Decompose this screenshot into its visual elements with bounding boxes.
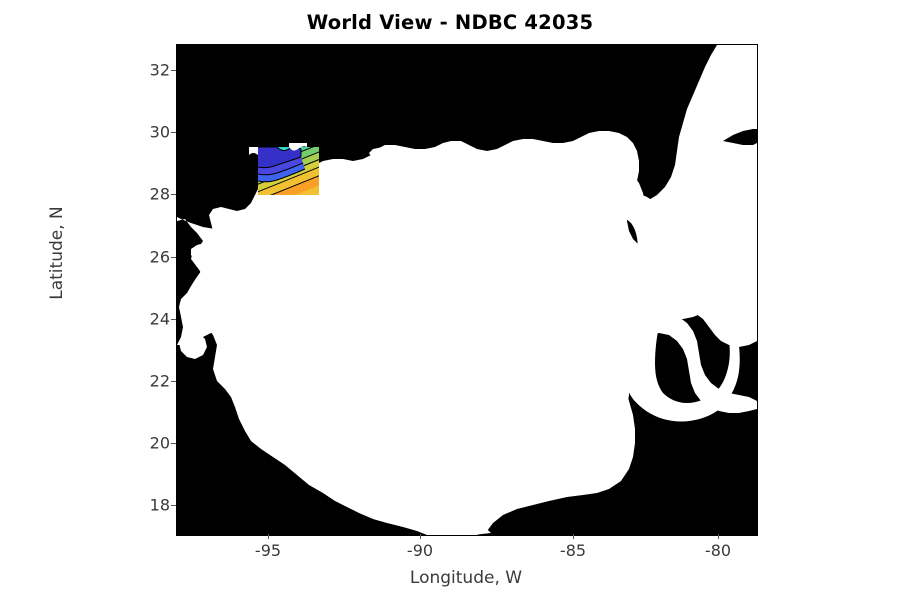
y-axis-label: Latitude, N: [47, 206, 67, 300]
ytick-mark: [171, 70, 176, 71]
ytick-label-30: 30: [149, 122, 170, 142]
ytick-label-20: 20: [149, 433, 170, 453]
xtick-label-90: -90: [406, 541, 434, 560]
xtick-mark: [573, 534, 574, 539]
xtick-label-95: -95: [254, 541, 282, 560]
xtick-label-80: -80: [704, 541, 732, 560]
island-dot-5: [485, 221, 489, 225]
patch-coast-notch: [249, 147, 258, 155]
island-cozumel: [622, 357, 628, 365]
island-dot-3: [421, 297, 425, 301]
x-axis-label: Longitude, W: [409, 568, 523, 588]
island-dot-4: [457, 193, 461, 197]
island-dot-6: [305, 387, 309, 391]
gulf-of-mexico-basemap: [177, 45, 757, 535]
ytick-label-22: 22: [149, 371, 170, 391]
ytick-label-32: 32: [149, 60, 170, 80]
coast-detail-texas: [179, 331, 207, 359]
xtick-mark: [268, 534, 269, 539]
ytick-label-24: 24: [149, 309, 170, 329]
island-key-3: [663, 268, 671, 274]
ytick-label-26: 26: [149, 247, 170, 267]
island-key-4: [686, 267, 692, 271]
ytick-label-28: 28: [149, 184, 170, 204]
island-key-5: [703, 275, 707, 279]
xtick-label-85: -85: [559, 541, 587, 560]
ytick-label-18: 18: [149, 495, 170, 515]
contour-lobe-low: [258, 147, 301, 168]
page-title: World View - NDBC 42035: [306, 11, 594, 34]
coast-detail-louisiana: [369, 147, 395, 163]
ytick-mark: [171, 132, 176, 133]
contour-overlay: [249, 143, 319, 195]
xtick-mark: [718, 534, 719, 539]
ytick-mark: [171, 319, 176, 320]
island-dot-2: [411, 239, 415, 243]
island-key-2: [626, 287, 632, 291]
contour-lobe-outer: [258, 163, 305, 182]
ytick-mark: [171, 505, 176, 506]
ytick-mark: [171, 381, 176, 382]
xtick-mark: [420, 534, 421, 539]
ytick-mark: [171, 194, 176, 195]
map-plot-area[interactable]: [176, 44, 758, 536]
contour-field: [258, 147, 319, 195]
island-isla-mujeres: [591, 329, 599, 333]
ytick-mark: [171, 443, 176, 444]
ytick-mark: [171, 257, 176, 258]
island-key-1: [632, 278, 642, 284]
island-laguna: [532, 463, 542, 467]
ocean-mask-final: [177, 131, 757, 535]
patch-coast-notch-2: [289, 143, 307, 151]
island-dot-1: [371, 335, 375, 339]
contour-lobe-mid: [258, 157, 303, 175]
